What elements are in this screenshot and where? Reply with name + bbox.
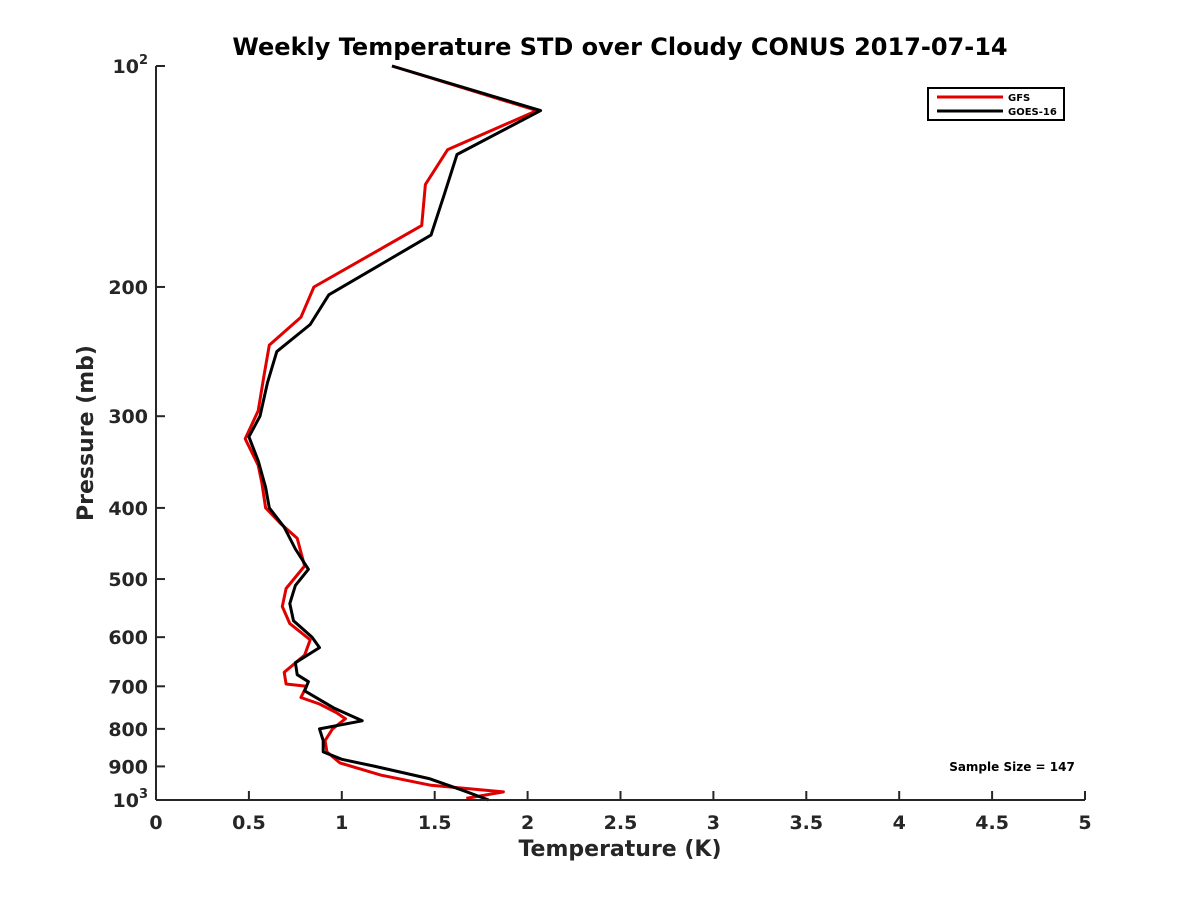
y-tick-label: 400 [108,498,148,520]
plot-area [243,64,543,802]
y-tick-label: 500 [108,569,148,591]
legend-label-goes16: GOES-16 [1008,107,1057,118]
series-line-goes16 [247,64,543,802]
x-tick-label: 1.5 [418,812,452,834]
x-tick-label: 3.5 [789,812,823,834]
y-tick-label: 103 [113,787,149,812]
chart-title: Weekly Temperature STD over Cloudy CONUS… [232,33,1007,61]
y-axis-label: Pressure (mb) [74,345,99,521]
y-tick-label: 900 [108,756,148,778]
x-axis-label: Temperature (K) [518,837,721,862]
y-tick-label: 300 [108,406,148,428]
y-axis-ticks: 102 200 300 400 500 600 700 800 900 103 [108,53,165,812]
legend-label-gfs: GFS [1008,93,1030,104]
y-tick-label: 700 [108,676,148,698]
x-tick-label: 0.5 [232,812,266,834]
legend-box [927,87,1065,121]
x-tick-label: 4.5 [975,812,1009,834]
x-tick-label: 5 [1078,812,1091,834]
y-tick-label: 600 [108,627,148,649]
x-tick-label: 1 [335,812,348,834]
x-axis-ticks: 0 0.5 1 1.5 2 2.5 3 3.5 4 4.5 5 [149,791,1092,834]
y-tick-label: 200 [108,277,148,299]
x-tick-label: 0 [149,812,162,834]
y-tick-label: 800 [108,719,148,741]
series-line-gfs [243,64,539,800]
x-tick-label: 2.5 [604,812,638,834]
x-tick-label: 3 [707,812,720,834]
legend: GFS GOES-16 [927,87,1065,121]
sample-size-annotation: Sample Size = 147 [949,760,1075,774]
y-tick-label: 102 [113,53,149,78]
x-tick-label: 4 [893,812,906,834]
x-tick-label: 2 [521,812,534,834]
